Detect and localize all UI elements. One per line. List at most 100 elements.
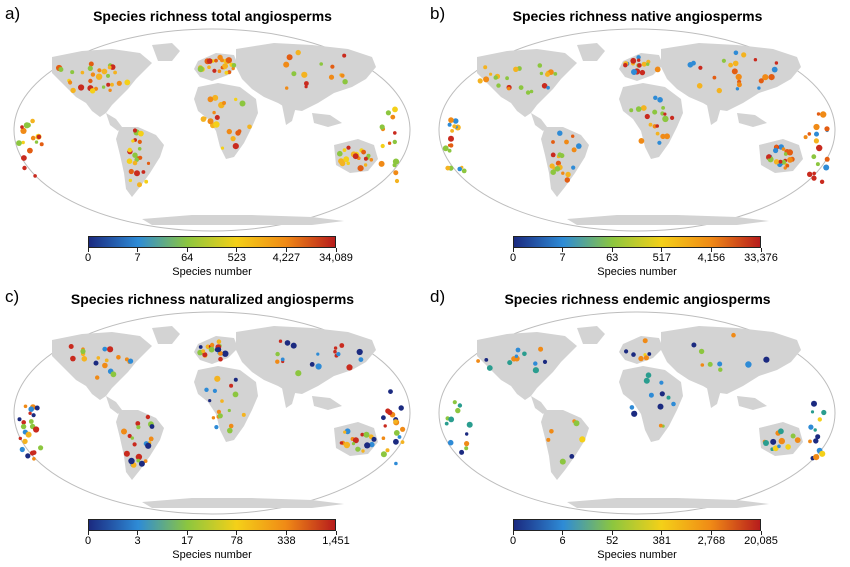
region-point bbox=[778, 428, 784, 435]
region-point bbox=[283, 61, 290, 68]
region-point bbox=[127, 433, 132, 439]
region-point bbox=[629, 108, 634, 113]
region-point bbox=[457, 166, 462, 172]
region-point bbox=[773, 159, 780, 165]
land-shape bbox=[619, 366, 683, 442]
region-point bbox=[358, 357, 364, 362]
colorbar-tick-label: 64 bbox=[181, 252, 194, 264]
region-point bbox=[731, 332, 736, 338]
region-point bbox=[134, 170, 140, 177]
region-point bbox=[239, 100, 246, 107]
region-point bbox=[135, 421, 141, 426]
region-point bbox=[38, 445, 44, 451]
colorbar-tick bbox=[760, 248, 762, 252]
region-point bbox=[130, 436, 134, 440]
region-point bbox=[815, 434, 821, 440]
region-point bbox=[691, 342, 697, 348]
region-point bbox=[352, 437, 359, 444]
region-point bbox=[212, 388, 217, 393]
region-point bbox=[380, 143, 385, 149]
land-shape bbox=[52, 49, 152, 117]
region-point bbox=[579, 436, 586, 443]
region-point bbox=[131, 139, 135, 143]
panel-title: Species richness total angiosperms bbox=[93, 8, 332, 24]
region-point bbox=[657, 97, 663, 103]
region-point bbox=[549, 429, 554, 434]
region-point bbox=[70, 70, 75, 75]
colorbar-tick bbox=[611, 531, 613, 535]
region-point bbox=[774, 61, 779, 65]
region-point bbox=[642, 338, 648, 344]
colorbar-tick-label: 338 bbox=[277, 535, 296, 547]
region-point bbox=[146, 161, 151, 165]
region-point bbox=[753, 58, 758, 62]
region-point bbox=[564, 139, 569, 145]
region-point bbox=[397, 435, 402, 439]
world-map-naturalized-icon bbox=[13, 311, 411, 515]
region-point bbox=[137, 139, 142, 144]
land-shape bbox=[106, 113, 122, 131]
colorbar-title: Species number bbox=[172, 549, 252, 561]
land-shape bbox=[194, 366, 258, 442]
colorbar-tick-label: 7 bbox=[559, 252, 566, 264]
region-point bbox=[803, 135, 808, 140]
region-point bbox=[121, 428, 127, 435]
colorbar-tick-label: 33,376 bbox=[744, 252, 778, 264]
land-shape bbox=[661, 43, 801, 111]
region-point bbox=[757, 86, 761, 90]
region-point bbox=[813, 454, 820, 461]
region-point bbox=[232, 391, 239, 398]
region-point bbox=[90, 72, 96, 77]
region-point bbox=[366, 153, 371, 158]
region-point bbox=[39, 142, 44, 147]
region-point bbox=[387, 409, 393, 416]
panel-letter: b) bbox=[430, 4, 446, 23]
region-point bbox=[202, 352, 208, 358]
region-point bbox=[235, 130, 241, 136]
region-point bbox=[342, 53, 347, 58]
region-point bbox=[643, 355, 649, 361]
region-point bbox=[33, 426, 40, 433]
region-point bbox=[132, 152, 138, 158]
region-point bbox=[369, 441, 375, 448]
region-point bbox=[216, 409, 221, 414]
region-point bbox=[214, 375, 221, 382]
region-point bbox=[664, 133, 670, 140]
region-point bbox=[815, 162, 820, 167]
land-shape bbox=[707, 388, 721, 408]
region-point bbox=[34, 405, 40, 411]
region-point bbox=[107, 65, 112, 70]
region-point bbox=[666, 395, 671, 400]
region-point bbox=[343, 430, 347, 434]
region-point bbox=[286, 54, 293, 61]
region-point bbox=[392, 106, 398, 113]
region-point bbox=[206, 58, 213, 64]
region-point bbox=[95, 375, 100, 380]
region-point bbox=[28, 406, 34, 412]
region-point bbox=[781, 159, 787, 165]
region-point bbox=[817, 417, 822, 422]
region-point bbox=[448, 135, 454, 142]
colorbar-title: Species number bbox=[172, 266, 252, 278]
region-point bbox=[280, 357, 285, 362]
region-point bbox=[208, 399, 212, 403]
region-point bbox=[68, 344, 74, 349]
region-point bbox=[483, 65, 488, 70]
region-point bbox=[102, 362, 108, 369]
region-point bbox=[447, 143, 452, 147]
region-point bbox=[275, 359, 280, 364]
region-point bbox=[785, 444, 791, 450]
region-point bbox=[648, 122, 653, 127]
region-point bbox=[652, 109, 658, 115]
region-point bbox=[346, 161, 351, 166]
region-point bbox=[301, 71, 308, 78]
region-point bbox=[363, 163, 368, 167]
colorbar-tick bbox=[512, 248, 514, 252]
region-point bbox=[343, 156, 350, 163]
region-point bbox=[768, 74, 775, 81]
colorbar-tick-label: 381 bbox=[652, 535, 671, 547]
colorbar-tick-label: 7 bbox=[134, 252, 141, 264]
region-point bbox=[220, 146, 225, 150]
region-point bbox=[657, 403, 664, 410]
region-point bbox=[513, 66, 519, 72]
